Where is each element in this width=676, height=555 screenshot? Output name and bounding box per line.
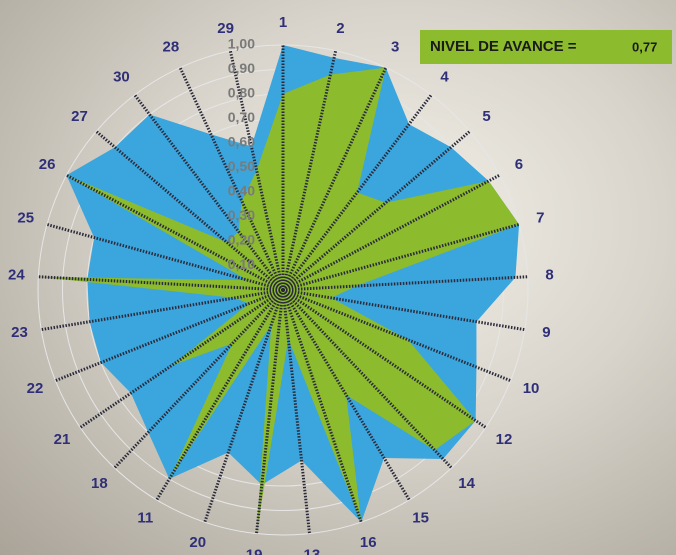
category-label: 29: [217, 20, 234, 37]
y-tick-label: 0,80: [228, 85, 255, 101]
category-label: 2: [336, 20, 344, 37]
category-label: 24: [8, 267, 25, 284]
annotation-value: 0,77: [632, 39, 657, 54]
category-label: 10: [523, 380, 540, 397]
category-label: 16: [360, 534, 377, 551]
category-label: 4: [440, 68, 449, 85]
category-label: 3: [391, 39, 399, 56]
annotation-label: NIVEL DE AVANCE =: [430, 38, 577, 55]
y-tick-label: 0,40: [228, 183, 255, 199]
category-label: 20: [189, 534, 206, 551]
category-label: 14: [458, 475, 475, 492]
category-label: 6: [515, 156, 523, 173]
category-label: 18: [91, 475, 108, 492]
category-label: 12: [496, 431, 513, 448]
category-label: 30: [113, 68, 130, 85]
category-label: 23: [11, 324, 28, 341]
category-label: 25: [17, 210, 34, 227]
category-label: 15: [412, 510, 429, 527]
y-tick-label: 0,50: [228, 158, 255, 174]
y-tick-label: 0,70: [228, 109, 255, 125]
category-label: 1: [279, 14, 287, 31]
category-label: 21: [54, 431, 71, 448]
category-label: 8: [545, 267, 553, 284]
y-tick-label: 0,10: [228, 256, 255, 272]
category-label: 26: [39, 156, 56, 173]
category-label: 22: [27, 380, 44, 397]
category-label: 19: [246, 546, 263, 555]
y-tick-label: 0,60: [228, 134, 255, 150]
y-tick-label: 0,90: [228, 60, 255, 76]
category-label: 9: [542, 324, 550, 341]
category-label: 13: [304, 546, 321, 555]
y-tick-label: 1,00: [228, 36, 255, 52]
y-tick-label: 0,20: [228, 232, 255, 248]
category-label: 5: [482, 108, 490, 125]
y-tick-label: 0,30: [228, 207, 255, 223]
category-label: 28: [163, 39, 180, 56]
category-label: 11: [137, 510, 153, 527]
category-label: 7: [536, 210, 544, 227]
chart: NIVEL DE AVANCE = 0,77 12345678910121415…: [0, 0, 676, 555]
category-label: 27: [71, 108, 88, 125]
